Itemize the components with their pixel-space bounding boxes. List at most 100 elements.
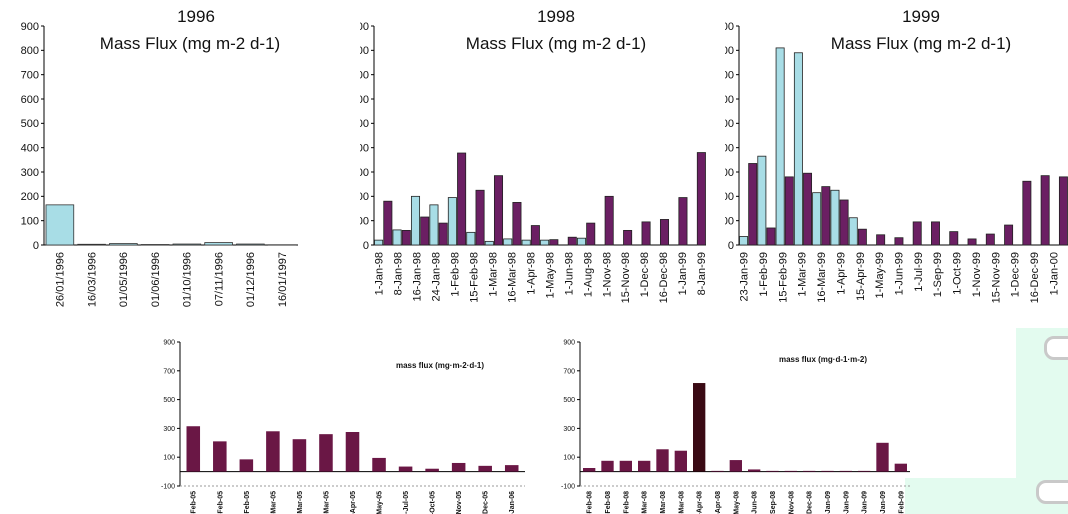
- x-tick-label: 15-Feb-08: [605, 491, 612, 514]
- bar: [398, 466, 413, 472]
- x-tick-label: 16-Mar-08: [660, 491, 667, 514]
- bar: [623, 229, 633, 246]
- x-tick-label: 1-Apr-98: [525, 252, 537, 295]
- y-tick-label: 300: [725, 167, 734, 179]
- bar: [604, 195, 614, 246]
- bar: [549, 239, 559, 246]
- bar: [401, 229, 411, 246]
- bar: [292, 439, 307, 472]
- y-tick-label: 100: [563, 455, 575, 462]
- y-tick-label: 800: [360, 45, 369, 57]
- bar: [803, 470, 816, 472]
- bar: [239, 459, 254, 472]
- x-tick-label: 16-Dec-99: [1029, 252, 1041, 303]
- bar: [711, 470, 724, 472]
- bar: [521, 239, 531, 246]
- x-tick-label: 1-Oct-05: [430, 491, 437, 514]
- bar: [949, 231, 959, 246]
- bar: [748, 469, 761, 472]
- x-tick-label: 18-Mar-05: [297, 491, 304, 514]
- chart-1998: 1998 Mass Flux (mg m-2 d-1) 0 100 200 300 40…: [360, 7, 708, 303]
- y-tick-label: 700: [21, 70, 39, 82]
- bar: [766, 227, 776, 246]
- y-tick-label: 600: [725, 94, 734, 106]
- bar: [429, 204, 439, 246]
- x-tick-label: 16-Mar-99: [816, 252, 828, 303]
- x-tick-label: 15-Apr-08: [697, 491, 704, 514]
- bar: [912, 221, 922, 246]
- bar: [696, 152, 706, 246]
- x-tick-label: 5-Nov-05: [456, 491, 463, 514]
- x-tick-label: 30-Apr-08: [715, 491, 722, 514]
- bar: [757, 155, 767, 246]
- y-tick-label: 0: [728, 240, 734, 252]
- bar: [1022, 180, 1032, 246]
- decorative-ring-bottom: [1036, 480, 1068, 504]
- bar: [839, 199, 849, 246]
- y-tick-label: 100: [725, 216, 734, 228]
- x-tick-label: 15-Jul-05: [403, 491, 410, 514]
- x-tick-label: 1-Jan-06: [509, 491, 516, 514]
- x-tick-label: 30-Sep-08: [770, 491, 777, 514]
- bar: [693, 383, 706, 472]
- bar: [478, 465, 492, 472]
- x-tick-label: 01/05/1996: [118, 252, 130, 307]
- chart-title: 1998: [537, 7, 575, 26]
- chart-title: 1996: [177, 7, 215, 26]
- bar: [638, 460, 651, 472]
- bar: [186, 426, 201, 472]
- y-tick-label: 200: [360, 191, 369, 203]
- bar: [601, 460, 614, 472]
- x-tick-label: 31-Mar-08: [678, 491, 685, 514]
- y-tick-label: 200: [21, 191, 39, 203]
- x-tick-label: 01/10/1996: [182, 252, 194, 307]
- bar: [1004, 224, 1014, 246]
- x-tick-label: 1-Jan-09: [825, 491, 832, 514]
- bar: [857, 228, 867, 246]
- bar: [894, 463, 907, 472]
- bar: [236, 243, 265, 246]
- y-tick-label: 800: [725, 45, 734, 57]
- x-tick-label: 31-Mar-05: [323, 491, 330, 514]
- bar: [451, 462, 466, 472]
- x-tick-label: 1-Jul-99: [913, 252, 925, 292]
- bar: [985, 233, 995, 246]
- x-tick-label: 1-Jan-98: [374, 252, 386, 295]
- bar: [739, 236, 749, 246]
- bar: [729, 460, 742, 472]
- x-tick-label: 5-Dec-05: [483, 491, 490, 514]
- y-tick-label: 100: [360, 216, 369, 228]
- bar: [586, 222, 596, 246]
- x-tick-label: 23-Jan-99: [739, 252, 751, 302]
- bar: [775, 47, 785, 246]
- x-tick-label: 8-Jan-98: [393, 252, 405, 295]
- bar: [812, 192, 822, 246]
- y-tick-label: 400: [360, 143, 369, 155]
- bar: [641, 221, 651, 246]
- bar: [876, 442, 889, 472]
- bar: [803, 172, 813, 246]
- y-tick-label: 700: [163, 368, 175, 375]
- x-tick-label: 8-Jan-99: [696, 252, 708, 295]
- x-tick-label: 24-Jan-09: [880, 491, 887, 514]
- bar: [392, 229, 402, 246]
- y-tick-label: 500: [163, 397, 175, 404]
- bar: [830, 189, 840, 246]
- bar: [678, 197, 688, 246]
- x-tick-label: 15-Nov-98: [620, 252, 632, 303]
- decorative-ring-top: [1044, 336, 1068, 360]
- bar: [1058, 176, 1068, 246]
- bar: [821, 186, 831, 246]
- bar: [466, 231, 476, 246]
- x-tick-label: 16/01/1997: [277, 252, 289, 307]
- bar: [420, 216, 430, 246]
- x-tick-label: 26/01/1996: [55, 252, 67, 307]
- y-tick-label: 300: [163, 426, 175, 433]
- x-tick-label: 10-Mar-05: [270, 491, 277, 514]
- x-tick-label: 15-Feb-05: [217, 491, 224, 514]
- x-tick-label: 1-Feb-99: [758, 252, 770, 297]
- y-tick-label: 200: [725, 191, 734, 203]
- x-tick-label: 25-Feb-08: [623, 491, 630, 514]
- x-tick-label: 1-Dec-99: [1010, 252, 1022, 297]
- x-tick-label: 24-Jan-98: [431, 252, 443, 302]
